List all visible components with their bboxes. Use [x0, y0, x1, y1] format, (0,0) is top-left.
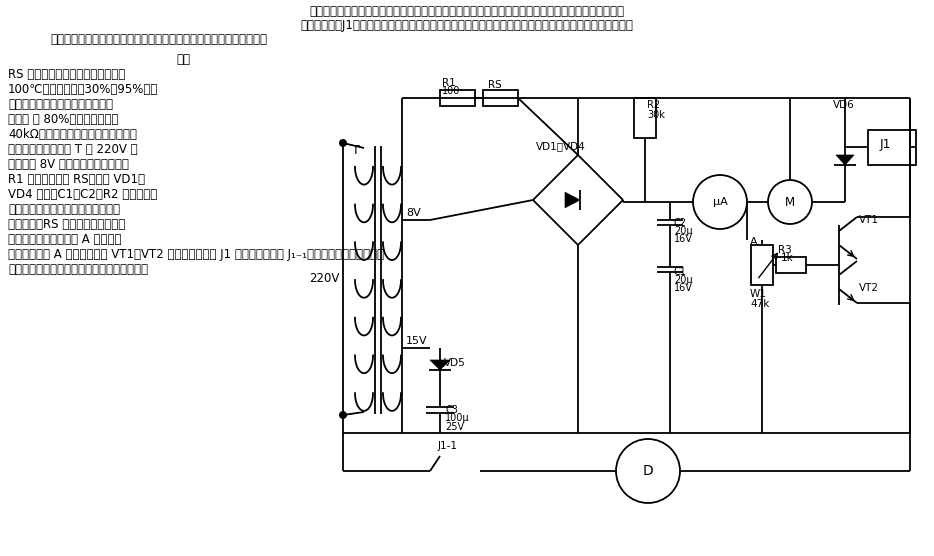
Polygon shape: [836, 155, 854, 165]
Polygon shape: [565, 192, 580, 208]
Text: C2: C2: [674, 218, 687, 228]
Polygon shape: [430, 360, 450, 370]
Text: W1: W1: [750, 289, 767, 299]
Text: VT1: VT1: [859, 215, 879, 225]
Text: 本电路能广泛用于对湿度有一定要求的地方，如计算机房、实验室、档案室、仓库等场合。环境湿度较: 本电路能广泛用于对湿度有一定要求的地方，如计算机房、实验室、档案室、仓库等场合。…: [309, 5, 625, 18]
Text: 高时，继电器J1吸合，接通热风机（去湿机），开始对环境去湿，直到湿度下降到给定值时继电器释放、断: 高时，继电器J1吸合，接通热风机（去湿机），开始对环境去湿，直到湿度下降到给定值…: [301, 19, 633, 32]
Text: R1 接到湿敏电阻 RS，又经 VD1～: R1 接到湿敏电阻 RS，又经 VD1～: [8, 173, 145, 186]
Text: 20μ: 20μ: [674, 275, 693, 285]
Circle shape: [339, 139, 347, 147]
Text: C3: C3: [445, 405, 458, 415]
Bar: [634, 98, 656, 138]
Text: μA: μA: [713, 197, 728, 207]
Text: 100℃，测湿范围为30%～95%。其: 100℃，测湿范围为30%～95%。其: [8, 83, 159, 96]
Text: J1-1: J1-1: [438, 441, 458, 451]
Text: M: M: [785, 196, 795, 208]
Text: 流电变成 8V 交流电压，经阻流电阻: 流电变成 8V 交流电压，经阻流电阻: [8, 158, 129, 171]
Text: A: A: [750, 237, 757, 247]
Text: 境湿度 为 80%时，其阻值小于: 境湿度 为 80%时，其阻值小于: [8, 113, 119, 126]
Text: 阻值随环境湿度变化而改变，在环: 阻值随环境湿度变化而改变，在环: [8, 98, 113, 111]
Text: 表的电流就越大，图中 A 点电位也: 表的电流就越大，图中 A 点电位也: [8, 233, 121, 246]
Text: 16V: 16V: [674, 234, 693, 244]
Text: T: T: [352, 144, 360, 157]
Text: 图中: 图中: [176, 53, 190, 66]
Text: VD1～VD4: VD1～VD4: [536, 141, 586, 151]
Text: D: D: [643, 464, 654, 478]
Text: VD4 整流，C1、C2、R2 滤波，于是: VD4 整流，C1、C2、R2 滤波，于是: [8, 188, 157, 201]
Text: 16V: 16V: [674, 283, 693, 293]
Text: R2: R2: [647, 100, 660, 110]
Text: 40kΩ。由于该电阻必须用交流供电，: 40kΩ。由于该电阻必须用交流供电，: [8, 128, 137, 141]
Text: 8V: 8V: [406, 208, 420, 218]
Text: 相应越高。当 A 点的电位能使 VT1、VT2 导通时，继电器 J1 吸合，常开触点 J₁₋₁闭合，使热风机工作。反: 相应越高。当 A 点的电位能使 VT1、VT2 导通时，继电器 J1 吸合，常开…: [8, 248, 384, 261]
Text: J1: J1: [880, 138, 891, 151]
Circle shape: [616, 439, 680, 503]
Text: 100μ: 100μ: [445, 413, 470, 423]
Bar: [440, 90, 475, 106]
Text: 之，当湿度较低时，热风机则处于断电状态。: 之，当湿度较低时，热风机则处于断电状态。: [8, 263, 148, 276]
Text: 20μ: 20μ: [674, 226, 693, 236]
Circle shape: [693, 175, 747, 229]
Text: R3: R3: [778, 245, 792, 255]
Text: 25V: 25V: [445, 422, 464, 432]
Bar: [751, 245, 773, 285]
Bar: [868, 130, 916, 165]
Circle shape: [339, 411, 347, 419]
Text: 有直流电流流过微安表。显然，环境: 有直流电流流过微安表。显然，环境: [8, 203, 120, 216]
Text: 所以图中先用变压器 T 将 220V 交: 所以图中先用变压器 T 将 220V 交: [8, 143, 137, 156]
Text: 1k: 1k: [781, 253, 794, 263]
Text: 100: 100: [442, 86, 460, 96]
Text: 220V: 220V: [308, 271, 339, 285]
Text: 湿度越高，RS 阻值越小，流过微安: 湿度越高，RS 阻值越小，流过微安: [8, 218, 125, 231]
Text: VD6: VD6: [833, 100, 855, 110]
Text: VT2: VT2: [859, 283, 879, 293]
Bar: [776, 257, 806, 273]
Text: RS: RS: [488, 80, 502, 90]
Text: 30k: 30k: [647, 110, 665, 120]
Text: 开热风机（去湿机）电源、同时通过微安表可直观地读出湿度的数值。: 开热风机（去湿机）电源、同时通过微安表可直观地读出湿度的数值。: [50, 33, 267, 46]
Text: C1: C1: [674, 267, 686, 277]
Circle shape: [768, 180, 812, 224]
Bar: [483, 90, 518, 106]
Text: R1: R1: [442, 78, 456, 88]
Text: 15V: 15V: [406, 336, 428, 346]
Text: VD5: VD5: [444, 358, 466, 368]
Text: RS 为一湿敏电阻，最高工作温度为: RS 为一湿敏电阻，最高工作温度为: [8, 68, 125, 81]
Text: 47k: 47k: [750, 299, 770, 309]
